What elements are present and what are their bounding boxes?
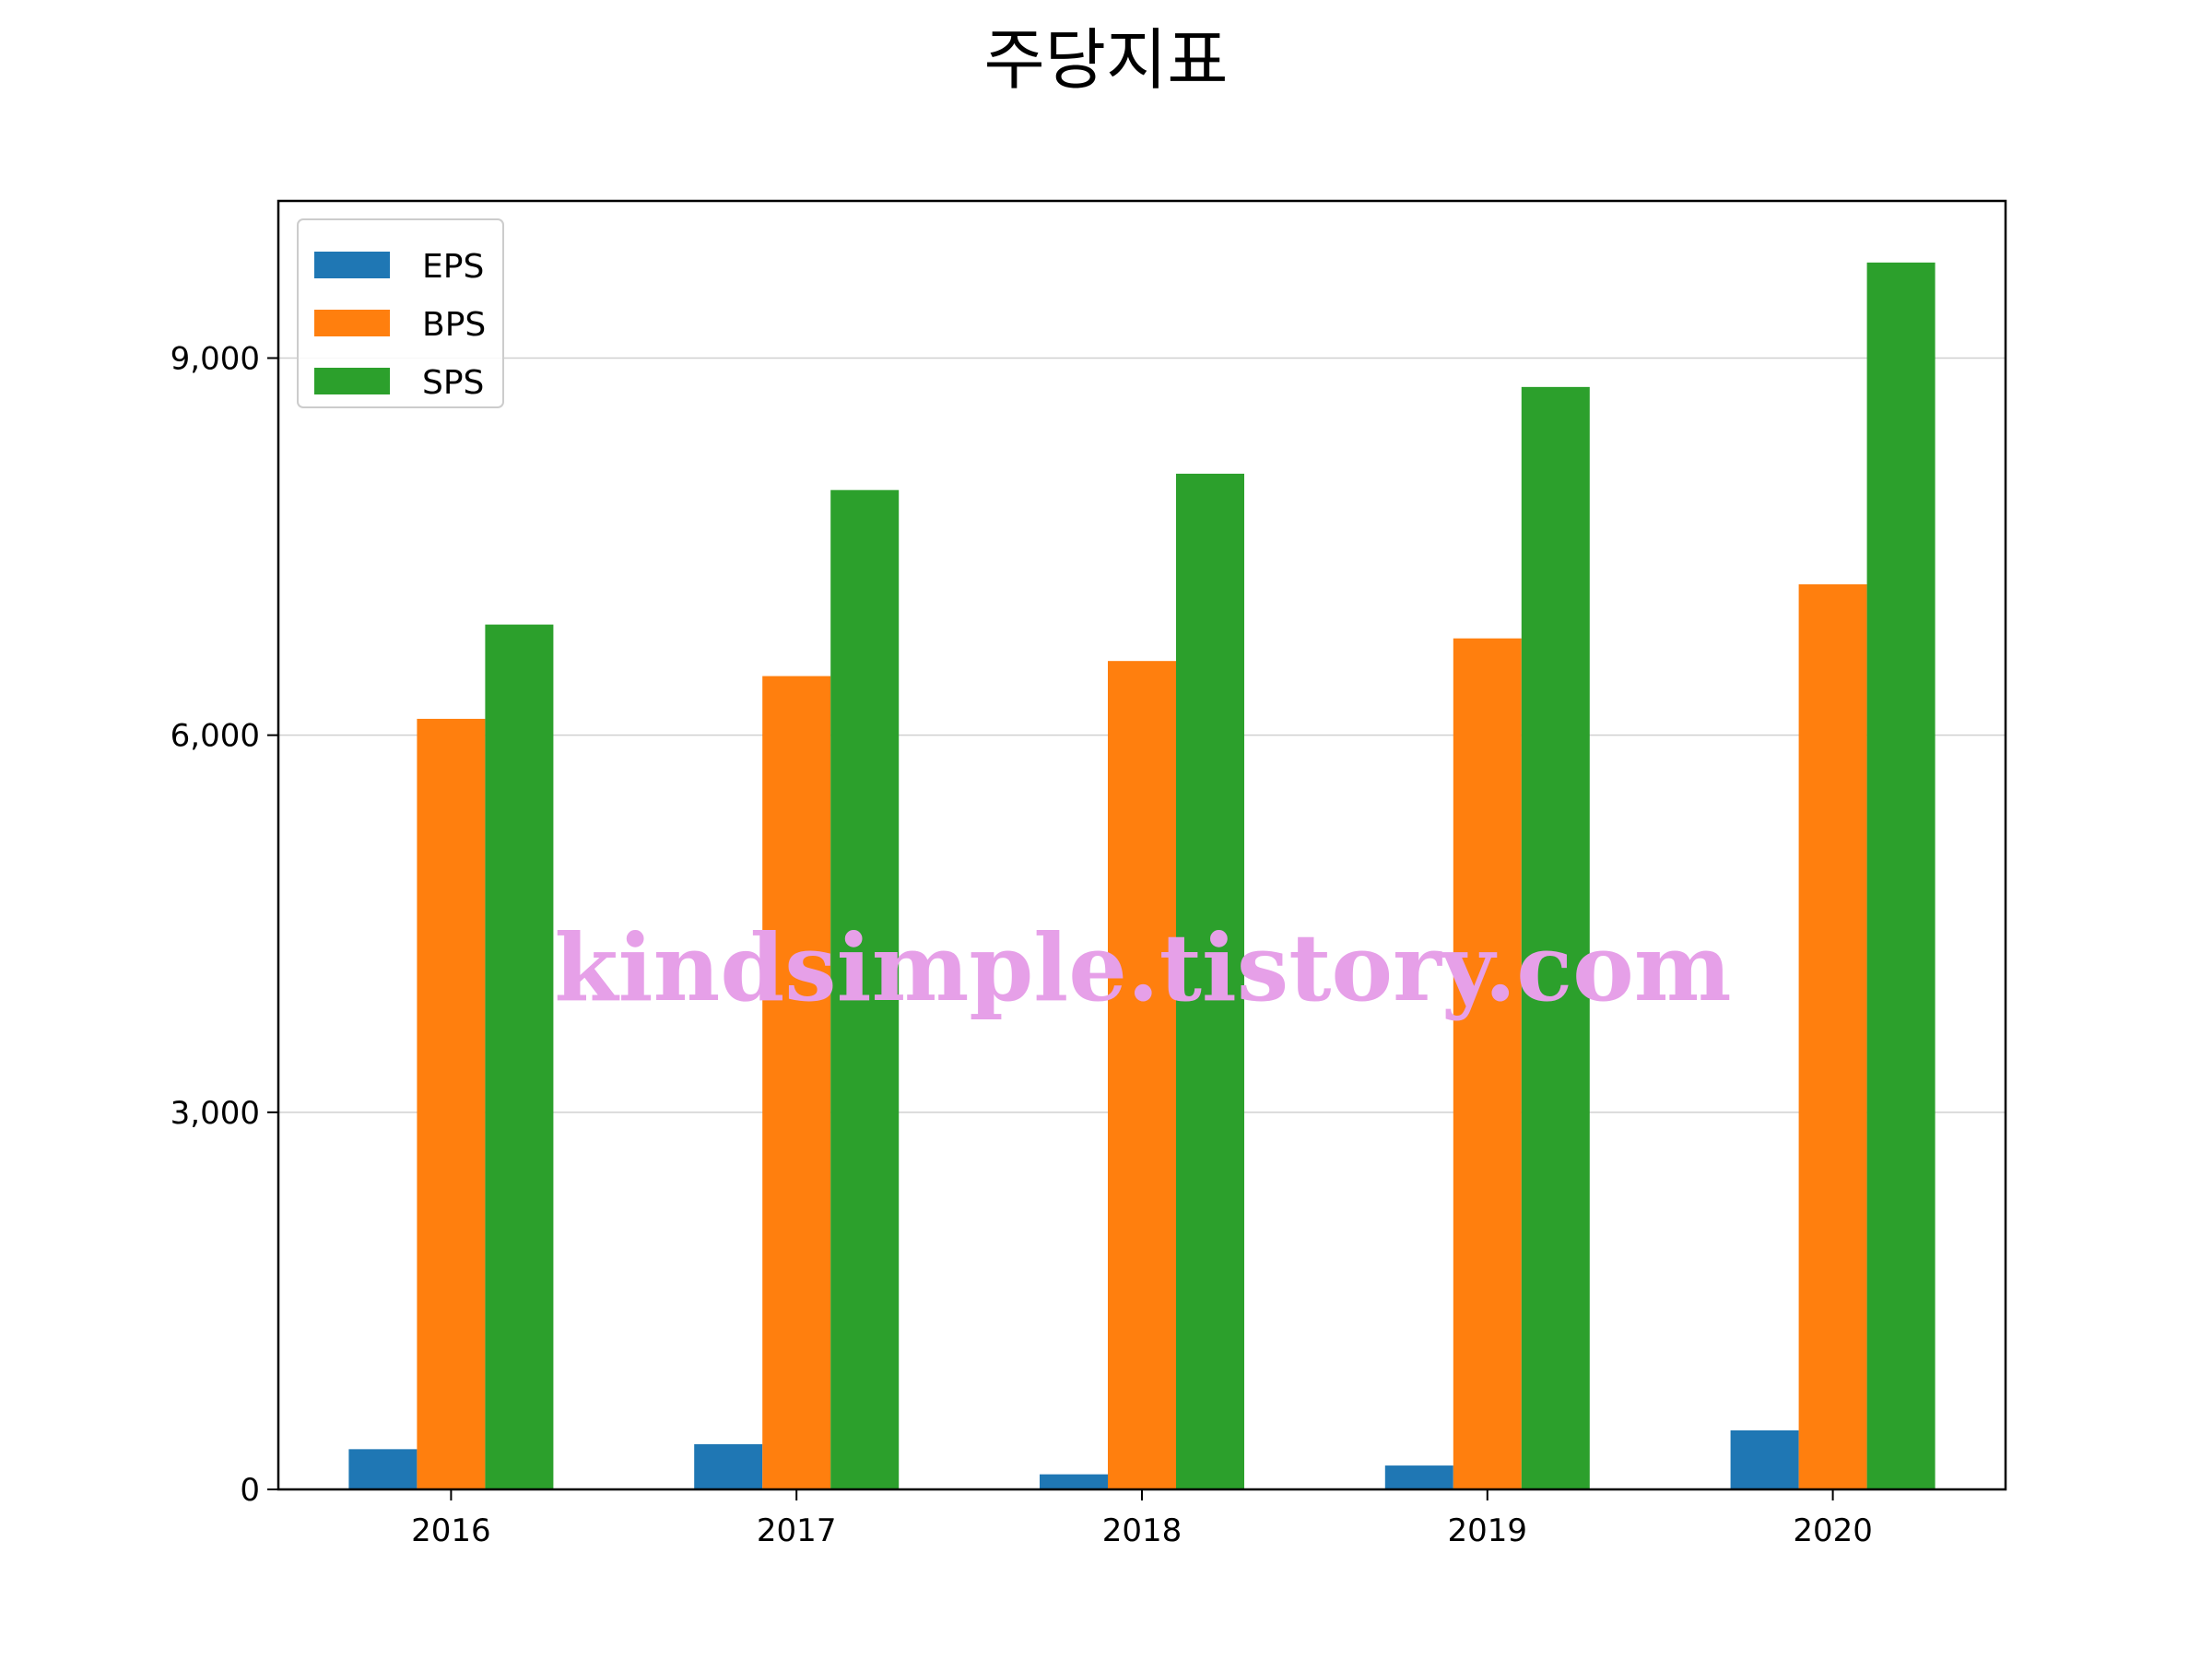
watermark-text: kindsimple.tistory.com [554,913,1731,1022]
legend-label-sps: SPS [422,364,484,402]
bar-bps-2016 [417,718,486,1489]
x-tick-label: 2017 [757,1512,837,1549]
legend: EPS BPS SPS [297,218,504,408]
bar-sps-2016 [485,624,554,1489]
bar-sps-2018 [1176,473,1244,1490]
bar-eps-2017 [694,1443,763,1489]
bar-bps-2020 [1798,583,1867,1489]
y-tick-label: 9,000 [171,340,260,377]
x-tick-label: 2020 [1793,1512,1873,1549]
legend-swatch-bps [314,310,390,336]
bar-sps-2020 [1866,262,1936,1490]
x-axis: 2016 2017 2018 2019 2020 [411,1489,1873,1549]
legend-label-eps: EPS [422,248,484,286]
y-tick-label: 0 [240,1472,260,1509]
bar-sps-2019 [1521,386,1590,1490]
legend-label-bps: BPS [422,306,486,344]
bar-bps-2017 [762,676,831,1489]
x-tick-label: 2016 [411,1512,491,1549]
bar-eps-2018 [1040,1474,1108,1489]
y-tick-label: 6,000 [171,718,260,755]
legend-swatch-eps [314,252,390,278]
y-axis: 0 3,000 6,000 9,000 [171,340,278,1509]
x-tick-label: 2019 [1448,1512,1528,1549]
bar-eps-2019 [1384,1465,1453,1489]
bar-sps-2017 [830,489,900,1490]
legend-swatch-sps [314,368,390,394]
x-tick-label: 2018 [1102,1512,1182,1549]
bar-eps-2016 [348,1449,418,1489]
y-tick-label: 3,000 [171,1095,260,1132]
bar-bps-2019 [1453,638,1522,1489]
chart-title: 주당지표 [984,21,1229,99]
bar-eps-2020 [1730,1430,1799,1489]
bars [348,262,1936,1490]
bar-bps-2018 [1108,661,1176,1489]
